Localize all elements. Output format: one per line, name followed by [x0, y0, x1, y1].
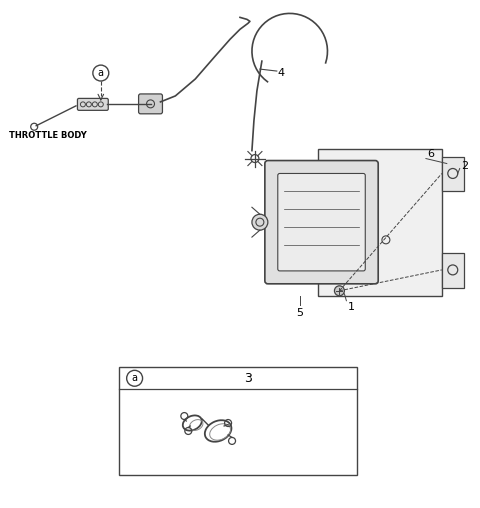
FancyBboxPatch shape: [278, 173, 365, 271]
Bar: [442, 156, 464, 192]
Bar: [119, 367, 357, 474]
FancyBboxPatch shape: [77, 99, 108, 110]
Circle shape: [251, 154, 259, 163]
Text: 2: 2: [461, 161, 468, 171]
FancyBboxPatch shape: [265, 161, 378, 284]
Text: 3: 3: [244, 372, 252, 385]
Bar: [442, 253, 464, 288]
Text: a: a: [98, 68, 104, 78]
Text: 6: 6: [427, 149, 434, 158]
Text: a: a: [132, 373, 138, 383]
Circle shape: [335, 286, 344, 296]
Bar: [318, 149, 442, 296]
Text: THROTTLE BODY: THROTTLE BODY: [9, 131, 87, 140]
Circle shape: [252, 214, 268, 230]
Text: 5: 5: [296, 308, 303, 318]
Text: 1: 1: [348, 302, 354, 312]
FancyBboxPatch shape: [139, 94, 162, 114]
Text: 4: 4: [278, 68, 285, 78]
